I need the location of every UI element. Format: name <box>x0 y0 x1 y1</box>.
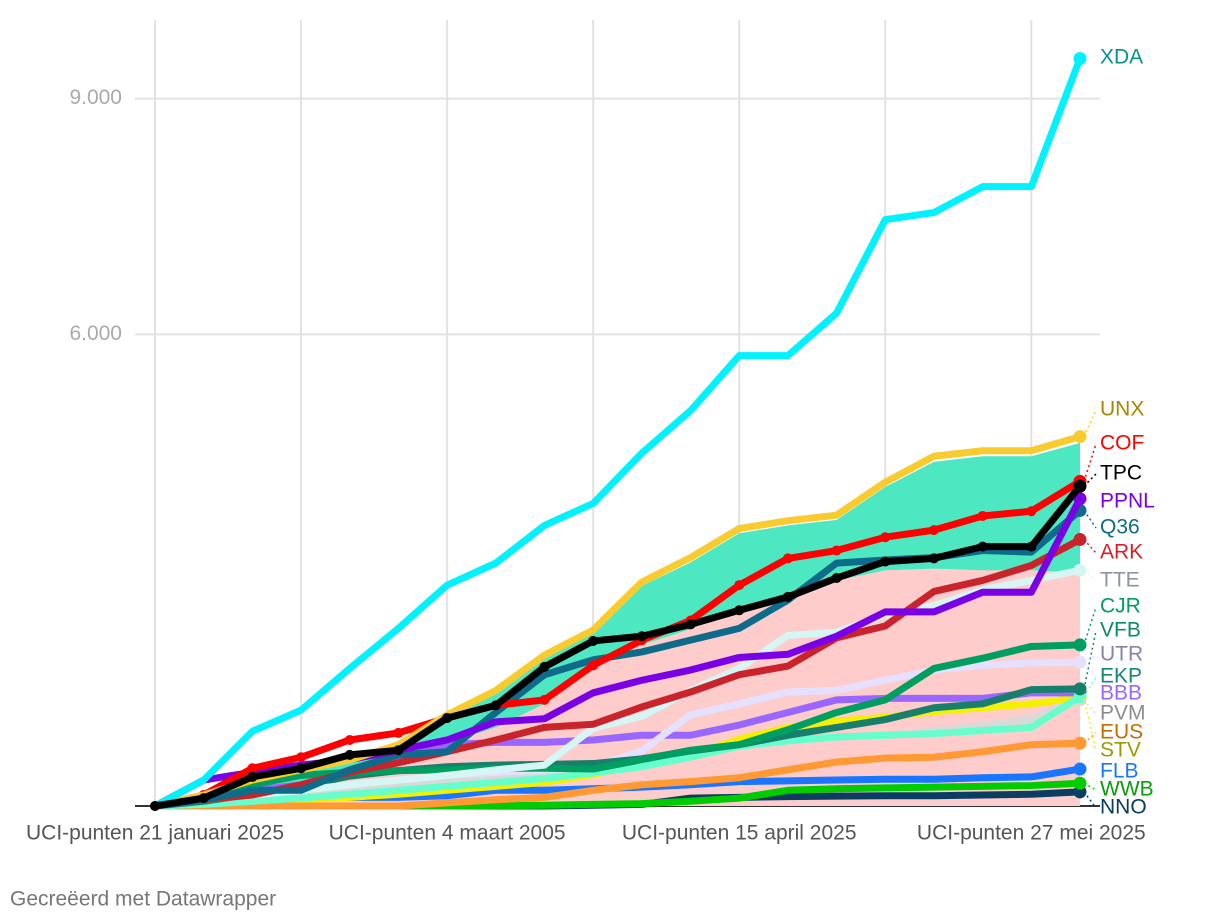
point <box>1026 506 1037 517</box>
point <box>685 619 696 630</box>
point <box>393 727 404 738</box>
y-tick-label: 6.000 <box>69 322 122 345</box>
series-label: FLB <box>1100 760 1139 783</box>
series-label: PPNL <box>1100 490 1155 513</box>
lines <box>150 52 1087 811</box>
line <box>154 536 1082 810</box>
end-point <box>1073 533 1087 547</box>
end-point <box>1073 762 1087 776</box>
point <box>831 573 842 584</box>
point <box>296 752 307 763</box>
end-point <box>1073 479 1087 493</box>
point <box>734 605 745 616</box>
point <box>393 745 404 756</box>
line <box>155 739 1081 810</box>
point <box>539 661 550 672</box>
point <box>782 553 793 564</box>
point <box>247 763 258 774</box>
series-label: EKP <box>1100 665 1142 688</box>
point <box>247 771 258 782</box>
series-label: PVM <box>1100 702 1146 725</box>
end-point <box>1073 655 1087 669</box>
y-tick-label: 9.000 <box>69 86 122 109</box>
point <box>880 556 891 567</box>
point <box>442 712 453 723</box>
point <box>344 749 355 760</box>
areas <box>155 442 1080 806</box>
point <box>928 525 939 536</box>
point <box>588 635 599 646</box>
point <box>150 801 160 811</box>
point <box>977 510 988 521</box>
leader-line <box>1083 606 1097 646</box>
leader-line <box>1083 791 1097 809</box>
point <box>880 532 891 543</box>
end-point <box>1073 638 1087 652</box>
line <box>154 483 1083 810</box>
end-point <box>1073 52 1087 66</box>
series-label: Q36 <box>1100 516 1140 539</box>
end-point <box>1073 776 1087 790</box>
end-point <box>1073 736 1087 750</box>
series-label: TTE <box>1100 569 1140 592</box>
series-label: BBB <box>1100 682 1142 705</box>
series-label: STV <box>1100 739 1141 762</box>
x-tick-label: UCI-punten 4 maart 2005 <box>329 822 566 845</box>
series-label: WWB <box>1100 778 1154 801</box>
leader-line <box>1083 697 1097 752</box>
point <box>296 763 307 774</box>
point <box>198 793 209 804</box>
series-label: ARK <box>1100 541 1143 564</box>
series-label: CJR <box>1100 595 1141 618</box>
end-point <box>1073 682 1087 696</box>
footer: Gecreëerd met Datawrapper <box>10 888 276 911</box>
point <box>588 660 599 671</box>
series-label: EUS <box>1100 721 1143 744</box>
point <box>782 591 793 602</box>
leader-line <box>1083 699 1097 715</box>
series-label: UTR <box>1100 643 1143 666</box>
line <box>154 478 1082 810</box>
point <box>344 734 355 745</box>
leader-line <box>1083 409 1097 437</box>
point <box>734 580 745 591</box>
point <box>636 631 647 642</box>
leader-line <box>1083 539 1097 554</box>
x-tick-label: UCI-punten 27 mei 2025 <box>917 822 1146 845</box>
series-label: COF <box>1100 432 1144 455</box>
series-label: XDA <box>1100 46 1143 69</box>
leader-line <box>1083 782 1097 791</box>
leader-line <box>1083 510 1097 529</box>
leader-line <box>1083 654 1097 663</box>
leader-line <box>1083 443 1097 482</box>
point <box>539 694 550 705</box>
point <box>977 541 988 552</box>
x-tick-label: UCI-punten 21 januari 2025 <box>26 822 284 845</box>
series-label: UNX <box>1100 398 1144 421</box>
end-point <box>1073 430 1087 444</box>
point <box>928 553 939 564</box>
point <box>831 545 842 556</box>
x-tick-label: UCI-punten 15 april 2025 <box>622 822 857 845</box>
line <box>153 57 1084 810</box>
leader-line <box>1083 676 1097 698</box>
end-point <box>1073 563 1087 577</box>
series-label: VFB <box>1100 619 1141 642</box>
line <box>154 693 1082 810</box>
line <box>154 641 1081 810</box>
point <box>490 700 501 711</box>
series-label: TPC <box>1100 462 1142 485</box>
series-label: NNO <box>1100 796 1147 819</box>
point <box>1026 541 1037 552</box>
